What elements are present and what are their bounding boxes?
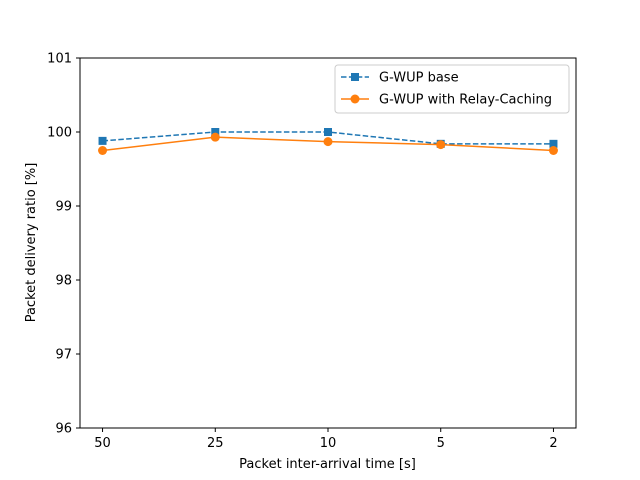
- x-tick-label: 2: [549, 436, 557, 451]
- x-tick-label: 50: [94, 436, 111, 451]
- data-point: [548, 146, 558, 155]
- x-tick-label: 5: [437, 436, 445, 451]
- data-point: [98, 146, 108, 155]
- x-tick-label: 25: [207, 436, 224, 451]
- data-point: [436, 140, 446, 150]
- y-axis-label: Packet delivery ratio [%]: [24, 163, 39, 323]
- legend-item-1: G-WUP base: [341, 71, 459, 86]
- data-point: [549, 139, 558, 148]
- y-tick-label: 97: [55, 348, 72, 363]
- y-tick-label: 96: [55, 422, 72, 437]
- data-point: [211, 128, 220, 136]
- series-2: [98, 132, 558, 155]
- data-point: [98, 136, 107, 145]
- data-point: [323, 137, 333, 147]
- legend-label: G-WUP base: [379, 71, 459, 86]
- data-point: [210, 132, 220, 142]
- x-tick-label: 10: [320, 436, 337, 451]
- legend-label: G-WUP with Relay-Caching: [379, 93, 552, 108]
- y-tick-label: 98: [55, 274, 72, 289]
- plot-area: [98, 128, 558, 155]
- data-point: [324, 128, 332, 136]
- legend-box: [334, 64, 570, 114]
- legend: G-WUP base G-WUP with Relay-Caching: [334, 64, 570, 114]
- y-tick-label: 100: [47, 126, 72, 141]
- legend-marker: [351, 73, 359, 81]
- x-axis-label: Packet inter-arrival time [s]: [239, 457, 416, 472]
- y-tick-label: 101: [47, 52, 72, 67]
- y-tick-label: 99: [55, 200, 72, 215]
- axes: 50 25 10 5 2 96 97 98 99 100 101: [47, 52, 577, 451]
- legend-marker: [350, 94, 360, 104]
- legend-item-2: G-WUP with Relay-Caching: [341, 93, 552, 108]
